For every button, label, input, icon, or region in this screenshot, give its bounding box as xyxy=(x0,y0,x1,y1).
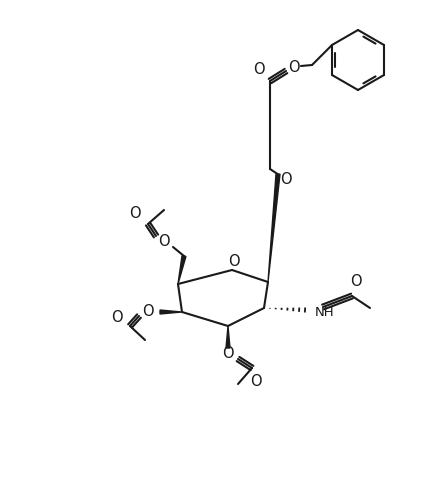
Text: O: O xyxy=(142,305,154,319)
Text: O: O xyxy=(228,254,240,270)
Text: O: O xyxy=(350,275,362,289)
Text: O: O xyxy=(280,172,292,186)
Text: NH: NH xyxy=(315,307,335,319)
Text: O: O xyxy=(129,207,141,221)
Polygon shape xyxy=(178,255,186,284)
Text: O: O xyxy=(158,235,170,249)
Polygon shape xyxy=(160,310,182,314)
Text: O: O xyxy=(222,346,234,362)
Polygon shape xyxy=(268,174,280,282)
Text: O: O xyxy=(111,310,123,326)
Polygon shape xyxy=(226,326,230,348)
Text: O: O xyxy=(253,62,265,76)
Text: O: O xyxy=(288,60,300,74)
Text: O: O xyxy=(250,374,262,390)
